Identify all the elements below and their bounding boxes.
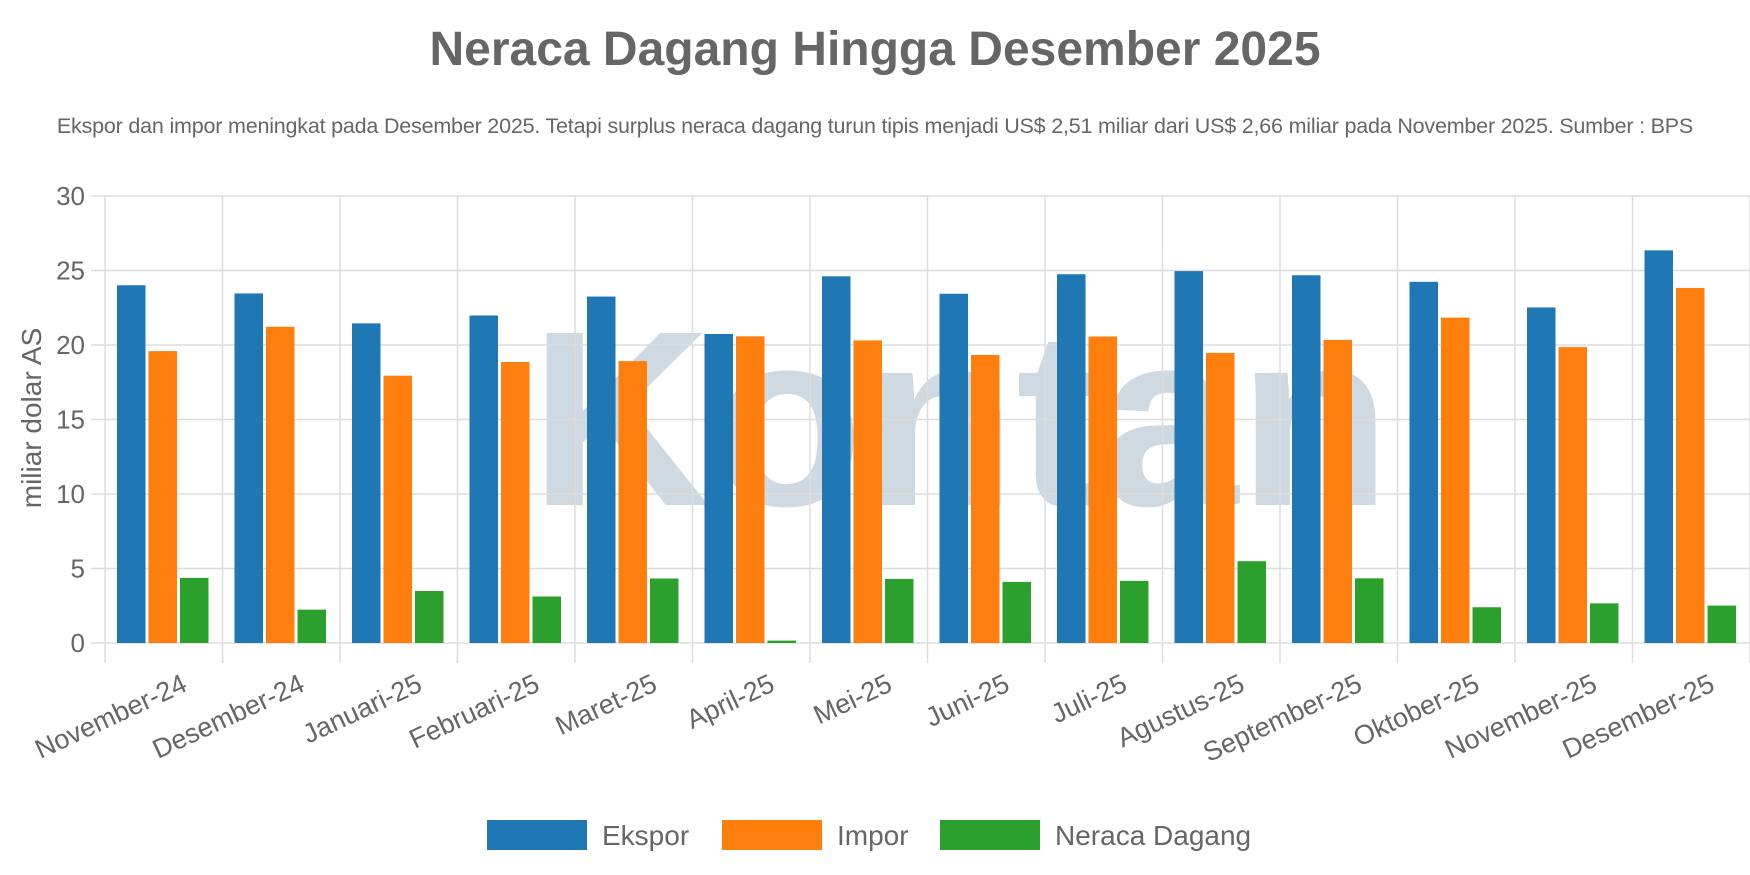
bar-impor <box>971 354 1000 643</box>
bar-impor <box>853 340 882 643</box>
y-tick-label: 25 <box>56 256 85 286</box>
x-tick-label: Juni-25 <box>921 668 1014 733</box>
y-axis-label: miliar dolar AS <box>16 328 47 509</box>
x-tick-label: Maret-25 <box>551 668 662 741</box>
legend-label: Ekspor <box>602 820 689 851</box>
bar-neraca-dagang <box>297 609 326 643</box>
bar-ekspor <box>587 296 616 643</box>
legend-swatch-impor <box>722 820 822 850</box>
x-tick-label: Juli-25 <box>1047 668 1132 729</box>
bar-impor <box>1206 352 1235 643</box>
bar-ekspor <box>234 293 263 643</box>
bar-ekspor <box>1527 307 1556 643</box>
y-tick-label: 5 <box>71 554 85 584</box>
bar-ekspor <box>1292 275 1321 643</box>
bar-ekspor <box>704 333 733 643</box>
bar-impor <box>1676 287 1705 643</box>
bar-impor <box>736 336 765 643</box>
legend-swatch-ekspor <box>487 820 587 850</box>
bar-ekspor <box>822 276 851 643</box>
x-tick-label: Februari-25 <box>405 668 544 754</box>
bar-impor <box>1088 336 1117 643</box>
bar-ekspor <box>352 323 381 643</box>
bar-ekspor <box>1174 271 1203 643</box>
chart-subtitle: Ekspor dan impor meningkat pada Desember… <box>56 114 1694 138</box>
y-tick-label: 0 <box>71 628 85 658</box>
legend-label: Impor <box>837 820 909 851</box>
y-tick-label: 20 <box>56 330 85 360</box>
bar-neraca-dagang <box>180 577 209 643</box>
legend-label: Neraca Dagang <box>1055 820 1251 851</box>
y-tick-label: 30 <box>56 181 85 211</box>
bar-neraca-dagang <box>1355 578 1384 643</box>
bar-impor <box>383 375 412 643</box>
x-tick-label: April-25 <box>682 668 779 735</box>
bar-impor <box>1323 339 1352 643</box>
bar-ekspor <box>1409 281 1438 643</box>
bar-impor <box>501 361 530 643</box>
bar-neraca-dagang <box>767 640 796 643</box>
bar-impor <box>1441 317 1470 643</box>
bar-neraca-dagang <box>885 578 914 643</box>
bar-ekspor <box>469 315 498 643</box>
bar-neraca-dagang <box>1707 605 1736 643</box>
bar-impor <box>148 351 177 643</box>
bar-impor <box>1558 347 1587 643</box>
bar-ekspor <box>1057 274 1086 643</box>
chart-title: Neraca Dagang Hingga Desember 2025 <box>429 23 1321 76</box>
bar-neraca-dagang <box>532 596 561 643</box>
bar-ekspor <box>939 293 968 643</box>
legend: Ekspor Impor Neraca Dagang <box>487 820 1251 851</box>
bar-neraca-dagang <box>1472 607 1501 643</box>
bar-neraca-dagang <box>650 578 679 643</box>
bars <box>117 250 1736 643</box>
bar-impor <box>266 326 295 643</box>
bar-neraca-dagang <box>1237 561 1266 643</box>
y-tick-label: 10 <box>56 479 85 509</box>
bar-neraca-dagang <box>415 590 444 643</box>
bar-ekspor <box>117 285 146 643</box>
bar-neraca-dagang <box>1120 580 1149 643</box>
bar-neraca-dagang <box>1590 603 1619 643</box>
bar-impor <box>618 361 647 643</box>
x-tick-label: Mei-25 <box>809 668 896 730</box>
bar-ekspor <box>1644 250 1673 643</box>
x-tick-label: Januari-25 <box>298 668 426 749</box>
bar-neraca-dagang <box>1002 581 1031 643</box>
legend-swatch-neraca-dagang <box>940 820 1040 850</box>
y-tick-label: 15 <box>56 405 85 435</box>
